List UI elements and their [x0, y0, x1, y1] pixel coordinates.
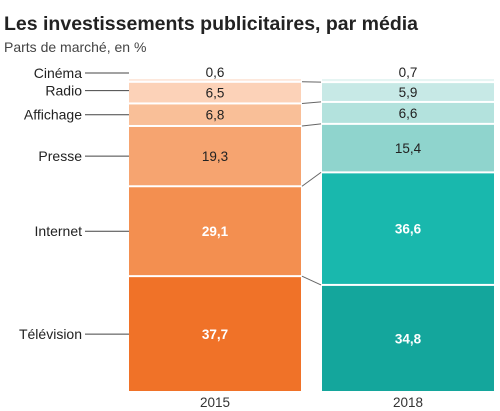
- value-label-television-2018: 34,8: [395, 331, 422, 346]
- category-label-cinema: Cinéma: [34, 65, 82, 81]
- bar-affichage-2018: [322, 102, 494, 123]
- bar-cinema-2015: [129, 79, 301, 81]
- value-label-television-2015: 37,7: [202, 327, 228, 342]
- connector-line: [301, 123, 322, 127]
- bar-presse-2015: [129, 126, 301, 186]
- value-label-internet-2015: 29,1: [202, 224, 229, 239]
- bar-radio-2018: [322, 83, 494, 101]
- connectors-group: [301, 81, 322, 286]
- chart-subtitle: Parts de marché, en %: [4, 39, 146, 55]
- connector-line: [301, 101, 322, 104]
- bar-presse-2018: [322, 124, 494, 172]
- value-label-cinema-2015: 0,6: [206, 65, 225, 80]
- value-label-affichage-2015: 6,8: [206, 108, 225, 123]
- year-label-2018: 2018: [393, 395, 423, 410]
- value-label-internet-2018: 36,6: [395, 222, 422, 237]
- connector-line: [301, 275, 322, 286]
- value-label-cinema-2018: 0,7: [399, 65, 418, 80]
- bar-radio-2015: [129, 82, 301, 103]
- value-label-presse-2015: 19,3: [202, 149, 228, 164]
- value-label-affichage-2018: 6,6: [399, 106, 418, 121]
- value-label-radio-2015: 6,5: [206, 86, 225, 101]
- bar-television-2018: [322, 285, 494, 391]
- bar-cinema-2018: [322, 79, 494, 82]
- year-label-2015: 2015: [200, 395, 230, 410]
- bars-group: 0,6 6,5 6,8 19,3 29,1 37,7 0,7 5,9 6,6 15,4 36,6 34…: [129, 65, 494, 391]
- category-label-television: Télévision: [19, 326, 82, 342]
- category-label-radio: Radio: [45, 83, 82, 99]
- category-label-affichage: Affichage: [24, 107, 82, 123]
- category-label-internet: Internet: [35, 223, 83, 239]
- bar-internet-2018: [322, 173, 494, 284]
- category-label-presse: Presse: [38, 148, 82, 164]
- year-labels: 2015 2018: [200, 395, 423, 410]
- chart-title: Les investissements publicitaires, par m…: [4, 13, 418, 35]
- bar-affichage-2015: [129, 104, 301, 125]
- value-label-presse-2018: 15,4: [395, 141, 422, 156]
- connector-line: [301, 171, 322, 187]
- category-labels: Cinéma Radio Affichage Presse Internet Télévi…: [19, 65, 129, 342]
- bar-television-2015: [129, 277, 301, 391]
- value-label-radio-2018: 5,9: [399, 85, 418, 100]
- bar-internet-2015: [129, 187, 301, 276]
